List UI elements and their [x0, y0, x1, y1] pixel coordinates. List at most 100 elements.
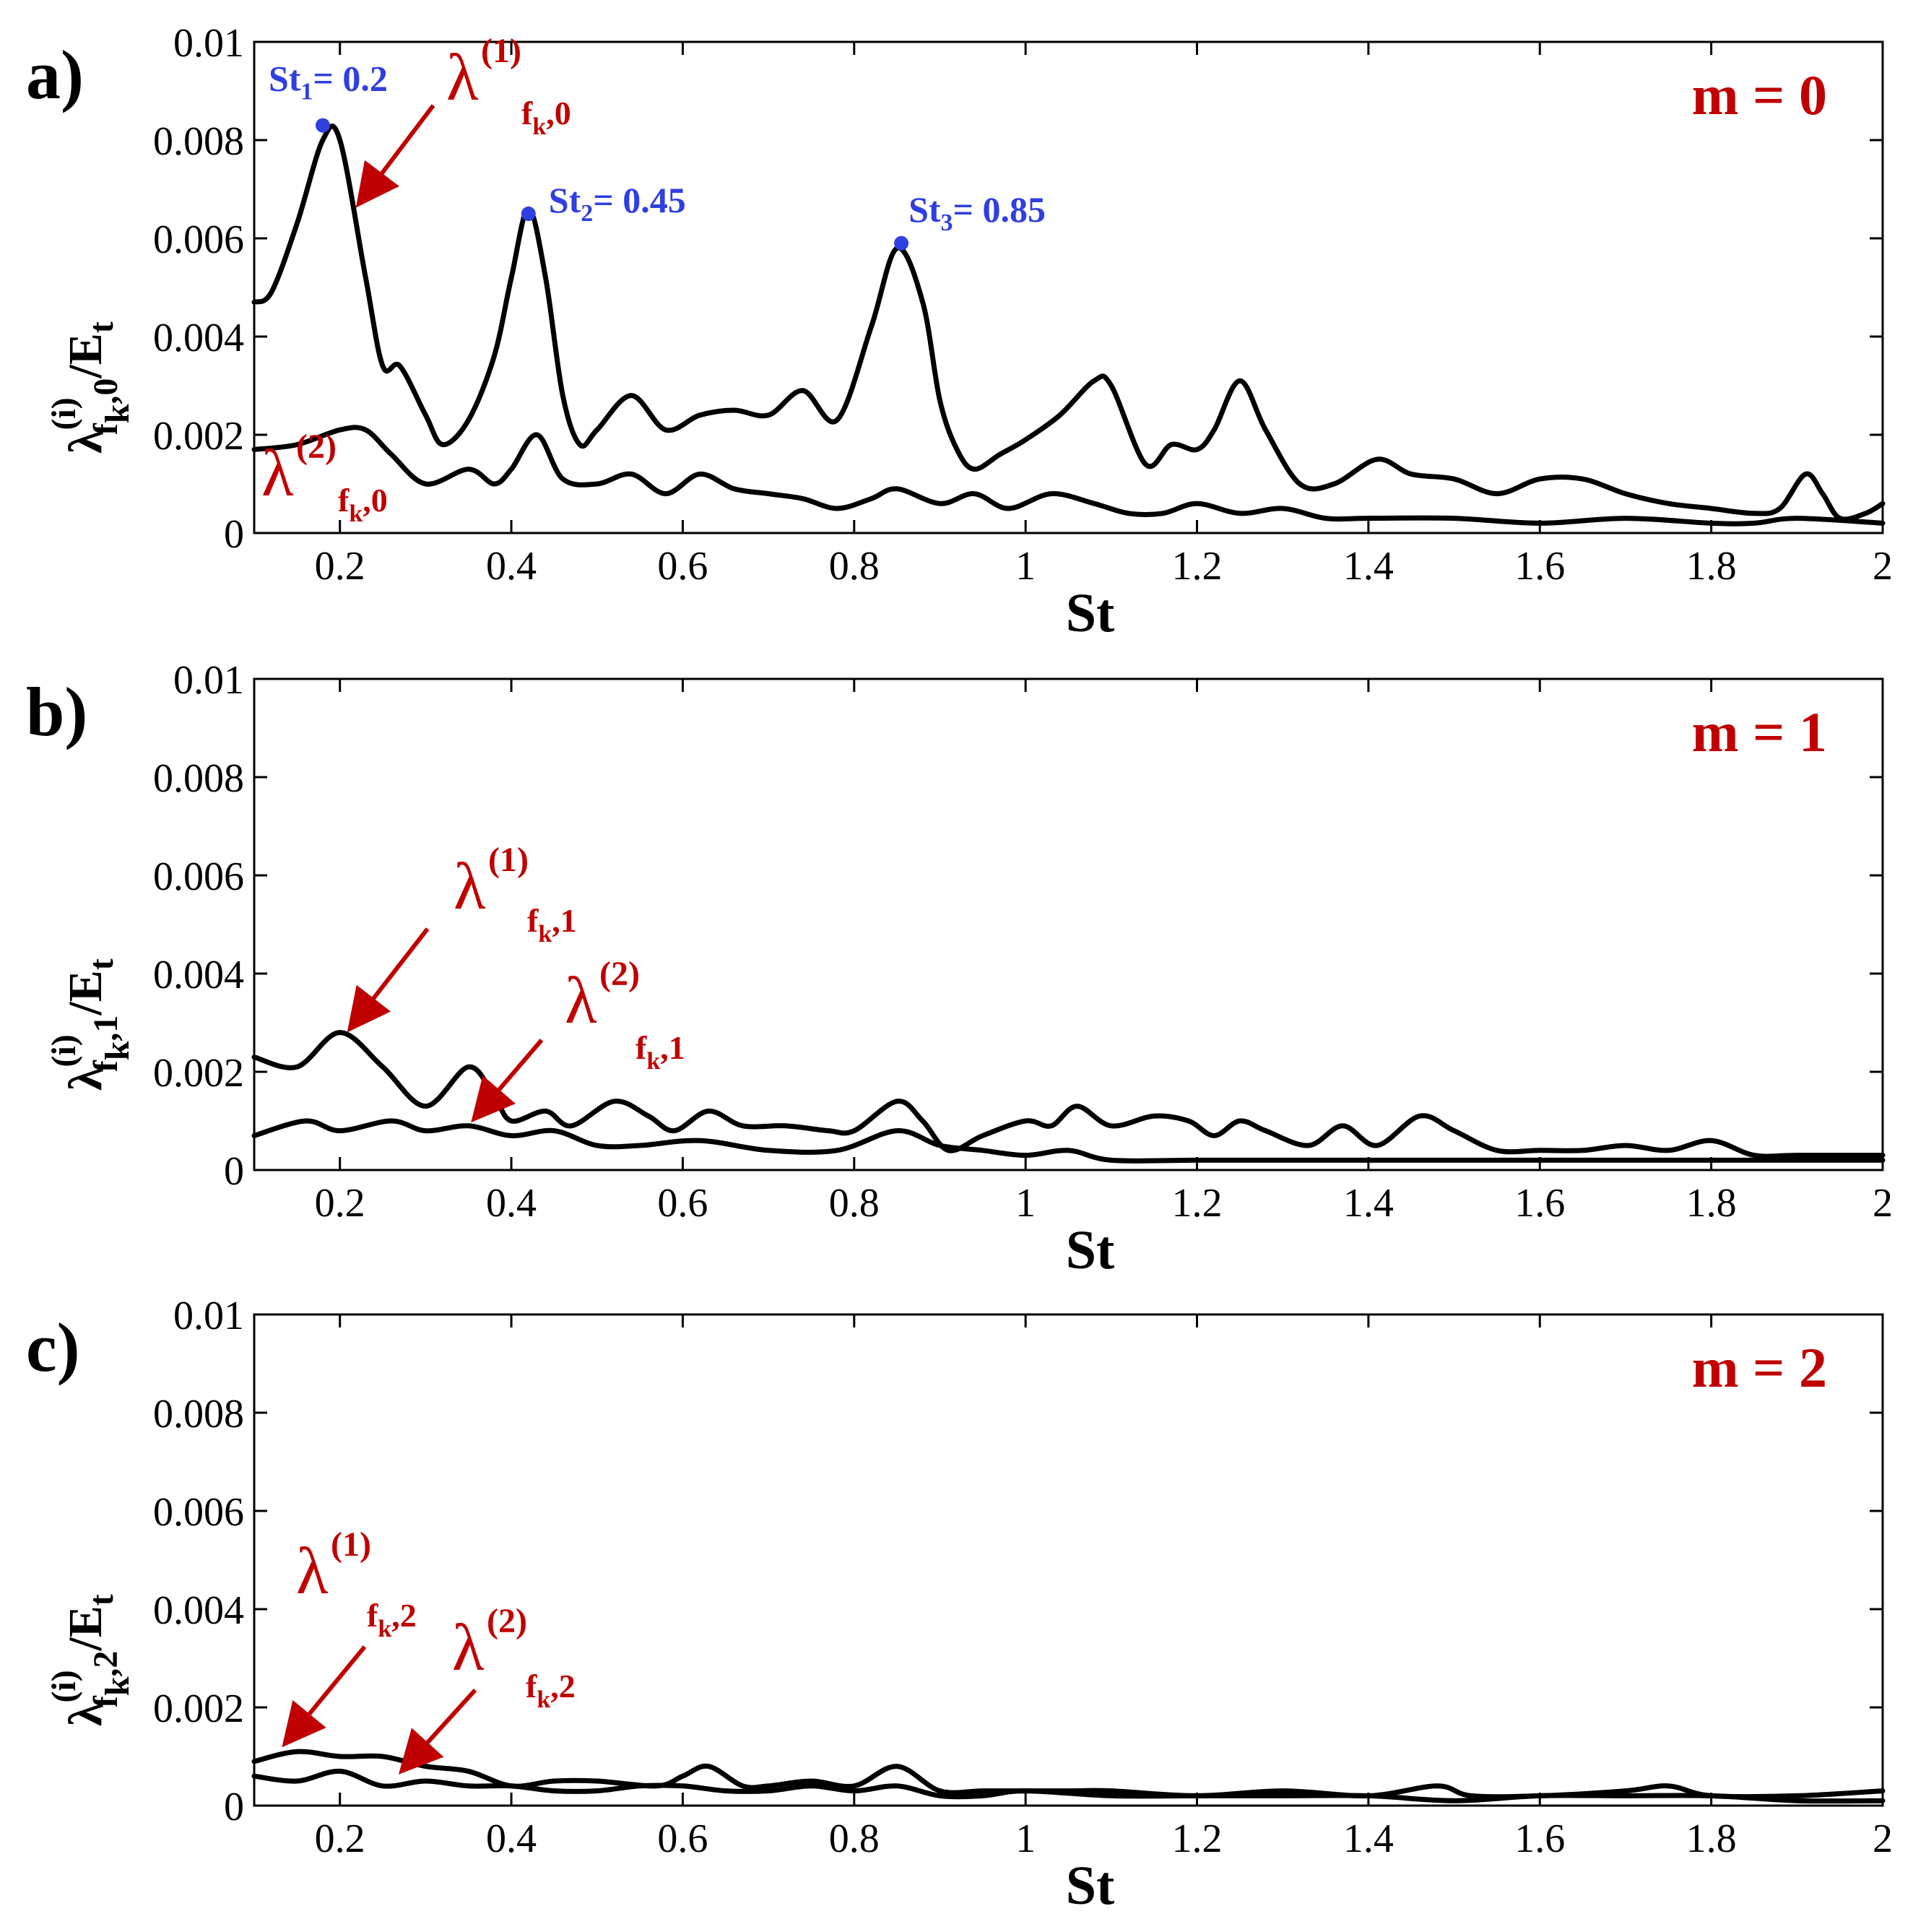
curve-label-sub: fk,2 — [526, 1668, 576, 1713]
annotation-arrow — [282, 1645, 367, 1748]
x-tick-label: 0.8 — [829, 1181, 880, 1226]
peak-marker — [521, 207, 536, 221]
y-tick-label: 0.004 — [153, 1588, 244, 1633]
series-line-2 — [251, 1118, 1886, 1164]
series-line-2 — [251, 1768, 1886, 1804]
y-tick-label: 0.002 — [153, 1686, 244, 1731]
mode-label: m = 1 — [1692, 701, 1827, 763]
y-tick-label: 0.01 — [173, 1294, 244, 1338]
x-tick-label: 1.8 — [1686, 1816, 1737, 1861]
x-tick-label: 1.8 — [1686, 544, 1737, 589]
panel-label: a) — [26, 36, 84, 113]
y-tick-label: 0 — [224, 512, 244, 557]
x-tick-label: 0.2 — [315, 1816, 365, 1861]
curve-label-sub: fk,0 — [338, 482, 388, 527]
x-tick-label: 0.8 — [829, 544, 880, 589]
curve-label-sub: fk,1 — [527, 902, 577, 948]
y-tick-label: 0.01 — [173, 21, 244, 66]
x-tick-label: 2 — [1873, 544, 1893, 589]
x-tick-label: 0.8 — [829, 1816, 880, 1861]
annotation-arrow — [398, 1688, 477, 1775]
peak-annotation: St2= 0.45 — [549, 180, 686, 227]
panel-c: 0 0.002 0.004 0.006 0.008 0.01 0.2 0.4 0.6 0.8 1 1.… — [26, 1294, 1893, 1916]
curve-label: λ — [261, 436, 294, 510]
peak-annotation: St3= 0.85 — [908, 189, 1046, 236]
y-axis-label: λ(i) fk,0/Et — [45, 321, 136, 454]
x-tick-label: 1.4 — [1343, 1181, 1394, 1226]
curve-label-sub: fk,0 — [521, 95, 571, 140]
y-tick-label: 0 — [224, 1149, 244, 1194]
x-tick-label: 0.6 — [657, 544, 708, 589]
peak-marker — [894, 235, 909, 251]
panel-label: c) — [26, 1309, 80, 1386]
panel-label: b) — [26, 673, 87, 750]
mode-label: m = 2 — [1692, 1336, 1827, 1399]
y-tick-label: 0 — [224, 1785, 244, 1829]
x-tick-label: 1.2 — [1172, 1181, 1223, 1226]
x-tick-label: 1.6 — [1514, 544, 1565, 589]
x-tick-label: 1 — [1015, 1816, 1036, 1861]
panel-a: 0 0.002 0.004 0.006 0.008 0.01 0.2 0.4 0.6 0.8 1 1.… — [26, 21, 1893, 644]
curve-label: λ — [454, 849, 486, 923]
curve-label-sub: fk,2 — [367, 1597, 417, 1642]
curve-label: λ — [452, 1611, 485, 1684]
annotation-arrow — [355, 104, 435, 208]
annotation-arrow — [471, 1039, 544, 1123]
y-tick-label: 0.006 — [153, 217, 244, 262]
y-tick-label: 0.002 — [153, 1051, 244, 1096]
x-tick-label: 1.2 — [1172, 544, 1223, 589]
x-tick-label: 1.4 — [1343, 544, 1394, 589]
x-axis-label: St — [1066, 1220, 1115, 1281]
x-tick-label: 1.8 — [1686, 1181, 1737, 1226]
curve-label: λ — [296, 1534, 329, 1608]
x-tick-label: 1.6 — [1514, 1816, 1565, 1861]
y-tick-label: 0.004 — [153, 953, 244, 997]
x-tick-label: 0.2 — [315, 1181, 365, 1226]
y-tick-label: 0.008 — [153, 756, 244, 801]
y-tick-label: 0.008 — [153, 119, 244, 164]
x-tick-label: 0.2 — [315, 544, 365, 589]
panels: 0 0.002 0.004 0.006 0.008 0.01 0.2 0.4 0.6 0.8 1 1.… — [26, 21, 1893, 1916]
curve-label-sup: (1) — [331, 1525, 371, 1564]
x-tick-label: 2 — [1873, 1181, 1893, 1226]
peak-annotation: St1= 0.2 — [269, 59, 388, 105]
mode-label: m = 0 — [1692, 64, 1827, 126]
x-tick-label: 0.4 — [486, 1181, 537, 1226]
curve-label-sup: (2) — [487, 1602, 527, 1640]
x-tick-label: 1.4 — [1343, 1816, 1394, 1861]
curve-label-sup: (1) — [481, 32, 521, 70]
x-tick-label: 1.2 — [1172, 1816, 1223, 1861]
overlays: λ (1)fk,0λ (2)fk,0λ (1)fk,1λ (2)fk,1λ (1)fk,2… — [261, 32, 685, 1775]
curve-label-sub: fk,1 — [636, 1029, 685, 1075]
y-tick-label: 0.004 — [153, 316, 244, 360]
x-tick-label: 0.4 — [486, 1816, 537, 1861]
y-axis-label: λ(i) fk,1/Et — [45, 958, 136, 1091]
x-tick-label: 2 — [1873, 1816, 1893, 1861]
y-tick-label: 0.006 — [153, 854, 244, 899]
x-tick-label: 1.6 — [1514, 1181, 1565, 1226]
x-tick-label: 1 — [1015, 544, 1036, 589]
plot-frame — [253, 40, 1884, 534]
curve-label-sup: (2) — [296, 428, 337, 466]
x-tick-label: 0.6 — [657, 1816, 708, 1861]
curve-label: λ — [565, 963, 597, 1037]
peak-marker — [315, 118, 330, 133]
y-axis-label: λ(i) fk,2/Et — [45, 1594, 136, 1726]
x-tick-label: 0.6 — [657, 1181, 708, 1226]
series-line-1 — [251, 1030, 1886, 1159]
annotation-arrow — [347, 927, 430, 1033]
plot-frame — [253, 1313, 1884, 1807]
curve-label-sup: (2) — [599, 955, 640, 993]
y-tick-label: 0.008 — [153, 1392, 244, 1437]
x-tick-label: 0.4 — [486, 544, 537, 589]
series-line-1 — [251, 1749, 1886, 1800]
plot-frame — [253, 677, 1884, 1171]
y-tick-label: 0.002 — [153, 414, 244, 459]
y-tick-label: 0.01 — [173, 658, 244, 703]
x-tick-label: 1 — [1015, 1181, 1036, 1226]
series-line-1 — [251, 124, 1886, 522]
x-axis-label: St — [1066, 583, 1115, 644]
curve-label-sup: (1) — [488, 841, 529, 879]
y-tick-label: 0.006 — [153, 1490, 244, 1535]
